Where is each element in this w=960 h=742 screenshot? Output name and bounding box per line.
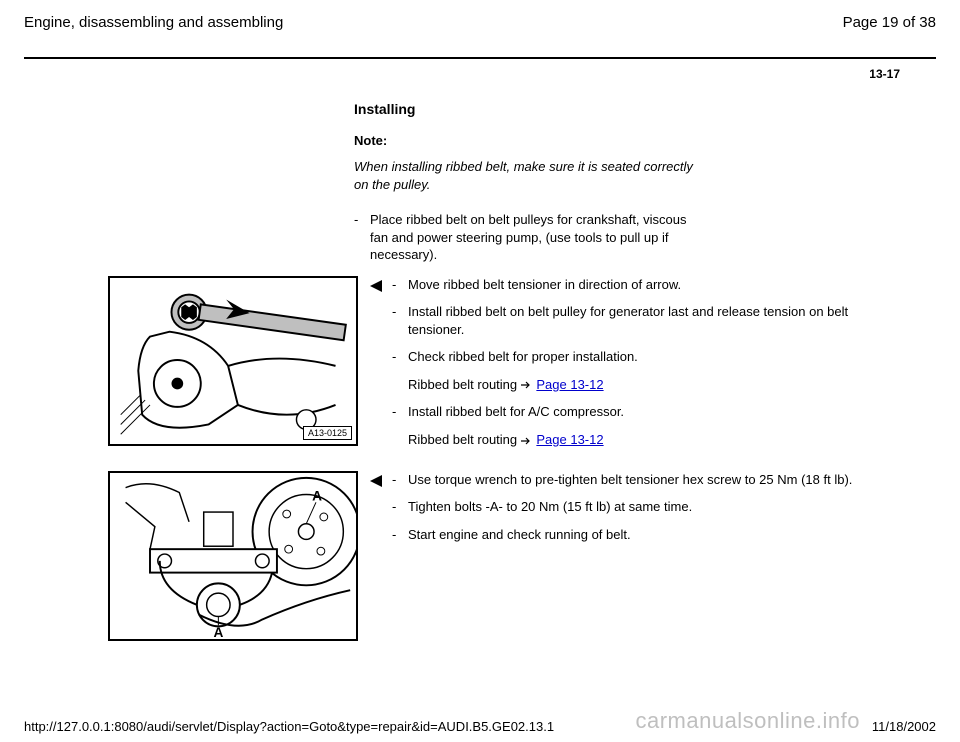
- svg-text:A: A: [213, 625, 223, 639]
- svg-text:A: A: [312, 488, 322, 503]
- b1-ref-1: Ribbed belt routing Page 13-12: [392, 376, 904, 394]
- installing-heading: Installing: [354, 101, 704, 117]
- intro-step-1: Place ribbed belt on belt pulleys for cr…: [354, 211, 704, 264]
- page-counter: Page 19 of 38: [843, 14, 936, 31]
- pointer-icon: [364, 276, 384, 297]
- figure-2: A A: [108, 471, 358, 641]
- b1-ref1-prefix: Ribbed belt routing: [408, 377, 521, 392]
- note-label: Note:: [354, 133, 704, 148]
- pointer-icon: [364, 471, 384, 492]
- b2-step-3: Start engine and check running of belt.: [392, 526, 904, 544]
- procedure-block-2: A A Use torque wrench to pre-tighten bel…: [24, 471, 936, 641]
- b1-step-3: Check ribbed belt for proper installatio…: [392, 348, 904, 366]
- b1-step-1: Move ribbed belt tensioner in direction …: [392, 276, 904, 294]
- b2-step-2: Tighten bolts -A- to 20 Nm (15 ft lb) at…: [392, 498, 904, 516]
- note-text: When installing ribbed belt, make sure i…: [354, 158, 704, 193]
- document-title: Engine, disassembling and assembling: [24, 14, 283, 31]
- page-link-13-12-b[interactable]: Page 13-12: [536, 432, 603, 447]
- header-rule: [24, 57, 936, 59]
- b1-step-2: Install ribbed belt on belt pulley for g…: [392, 303, 904, 338]
- procedure-block-1: A13-0125 Move ribbed belt tensioner in d…: [24, 276, 936, 459]
- intro-step-list: Place ribbed belt on belt pulleys for cr…: [354, 211, 704, 264]
- b2-step-1: Use torque wrench to pre-tighten belt te…: [392, 471, 904, 489]
- footer-date: 11/18/2002: [872, 719, 936, 734]
- block2-steps: Use torque wrench to pre-tighten belt te…: [384, 471, 904, 554]
- b1-ref2-prefix: Ribbed belt routing: [408, 432, 521, 447]
- intro-block: Installing Note: When installing ribbed …: [354, 101, 704, 264]
- page-header: Engine, disassembling and assembling Pag…: [24, 14, 936, 31]
- figure-1: A13-0125: [108, 276, 358, 446]
- figure-1-code: A13-0125: [303, 426, 352, 440]
- section-number: 13-17: [24, 67, 936, 81]
- block1-steps: Move ribbed belt tensioner in direction …: [384, 276, 904, 459]
- page-link-13-12-a[interactable]: Page 13-12: [536, 377, 603, 392]
- page-footer: http://127.0.0.1:8080/audi/servlet/Displ…: [24, 719, 936, 734]
- footer-url: http://127.0.0.1:8080/audi/servlet/Displ…: [24, 719, 554, 734]
- b1-step-4: Install ribbed belt for A/C compressor.: [392, 403, 904, 421]
- b1-ref-2: Ribbed belt routing Page 13-12: [392, 431, 904, 449]
